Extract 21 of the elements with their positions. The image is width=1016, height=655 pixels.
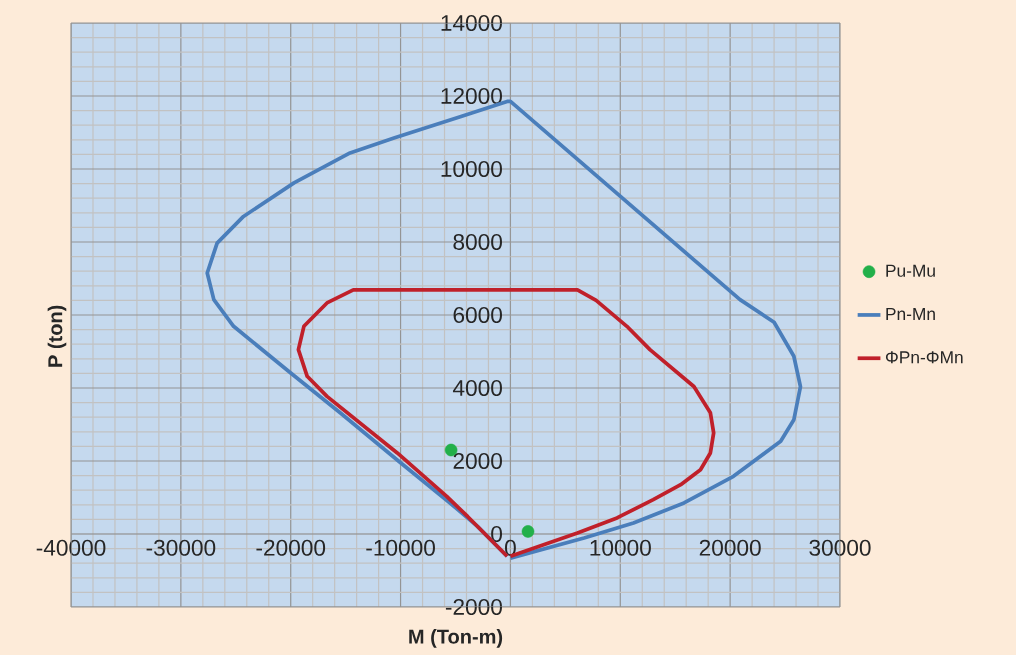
x-tick-label: 20000 xyxy=(699,539,761,556)
legend-label: Pn-Mn xyxy=(886,307,935,320)
y-tick-label: 14000 xyxy=(441,14,502,32)
y-tick-label: 6000 xyxy=(453,306,502,324)
x-axis-title: M (Ton-m) xyxy=(409,629,503,648)
x-tick-label: 10000 xyxy=(590,539,651,556)
x-tick-label: 30000 xyxy=(809,539,871,556)
x-tick-label: -20000 xyxy=(256,539,326,556)
x-tick-label: -30000 xyxy=(146,539,216,556)
y-tick-label: 10000 xyxy=(441,160,502,178)
y-tick-label: -2000 xyxy=(445,598,502,616)
x-tick-label: -10000 xyxy=(366,539,435,556)
y-tick-label: 2000 xyxy=(453,452,502,470)
legend-label: Pu-Mu xyxy=(886,264,935,277)
y-tick-label: 0 xyxy=(491,525,502,543)
legend-label: ΦPn-ΦMn xyxy=(885,351,963,364)
y-tick-label: 4000 xyxy=(452,379,502,397)
x-tick-label: -40000 xyxy=(36,539,106,556)
y-tick-label: 12000 xyxy=(441,87,502,105)
y-tick-label: 8000 xyxy=(453,233,502,251)
y-axis-title: P (ton) xyxy=(47,305,67,367)
